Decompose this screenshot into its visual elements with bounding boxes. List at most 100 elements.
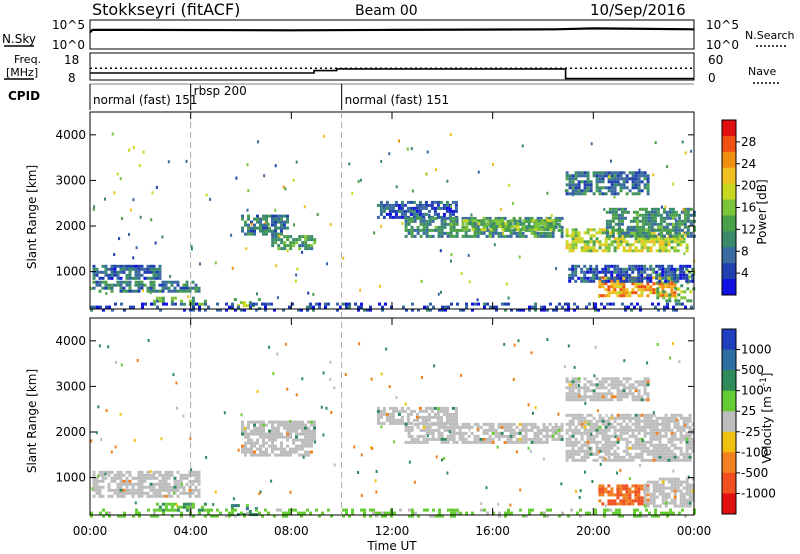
heatmap-cell bbox=[673, 267, 677, 271]
heatmap-cell bbox=[191, 286, 195, 290]
heatmap-cell bbox=[655, 455, 659, 459]
heatmap-cell bbox=[619, 428, 623, 432]
heatmap-cell bbox=[394, 200, 398, 204]
heatmap-cell bbox=[247, 438, 250, 442]
heatmap-cell bbox=[607, 455, 611, 459]
heatmap-cell bbox=[394, 215, 398, 219]
heatmap-cell bbox=[679, 483, 683, 487]
heatmap-cell bbox=[271, 432, 274, 436]
heatmap-cell bbox=[673, 437, 677, 441]
heatmap-cell bbox=[407, 219, 411, 223]
heatmap-cell bbox=[158, 289, 162, 293]
heatmap-cell bbox=[543, 228, 547, 232]
heatmap-cell bbox=[107, 345, 110, 349]
heatmap-cell bbox=[464, 437, 468, 441]
heatmap-cell bbox=[110, 488, 114, 492]
heatmap-cell bbox=[382, 421, 386, 425]
heatmap-cell bbox=[440, 437, 444, 441]
heatmap-cell bbox=[620, 219, 624, 223]
heatmap-cell bbox=[604, 452, 608, 456]
heatmap-cell bbox=[598, 490, 602, 494]
heatmap-cell bbox=[107, 473, 111, 477]
heatmap-cell bbox=[304, 235, 308, 239]
heatmap-cell bbox=[667, 422, 671, 426]
heatmap-cell bbox=[548, 231, 552, 235]
heatmap-cell bbox=[628, 455, 632, 459]
heatmap-cell bbox=[652, 240, 656, 244]
heatmap-cell bbox=[577, 377, 581, 381]
heatmap-cell bbox=[409, 412, 413, 416]
heatmap-cell bbox=[149, 488, 153, 492]
heatmap-cell bbox=[488, 219, 492, 223]
heatmap-cell bbox=[449, 225, 453, 229]
heatmap-cell bbox=[167, 508, 171, 512]
heatmap-cell bbox=[554, 428, 558, 432]
heatmap-cell bbox=[451, 412, 455, 416]
heatmap-cell bbox=[586, 279, 590, 283]
heatmap-cell bbox=[265, 441, 268, 445]
heatmap-cell bbox=[655, 458, 659, 462]
heatmap-cell bbox=[688, 428, 692, 432]
heatmap-cell bbox=[262, 214, 265, 218]
heatmap-cell bbox=[440, 231, 444, 235]
heatmap-cell bbox=[256, 420, 259, 424]
heatmap-cell bbox=[125, 485, 129, 489]
x-tick-label: 00:00 bbox=[73, 524, 108, 538]
heatmap-cell bbox=[170, 283, 174, 287]
heatmap-cell bbox=[685, 437, 689, 441]
heatmap-cell bbox=[241, 447, 244, 451]
heatmap-cell bbox=[601, 171, 605, 175]
heatmap-cell bbox=[268, 214, 271, 218]
heatmap-cell bbox=[620, 231, 624, 235]
heatmap-cell bbox=[649, 443, 653, 447]
heatmap-cell bbox=[598, 243, 602, 247]
heatmap-cell bbox=[509, 437, 513, 441]
heatmap-cell bbox=[449, 228, 453, 232]
heatmap-cell bbox=[146, 267, 150, 271]
heatmap-cell bbox=[571, 440, 575, 444]
heatmap-cell bbox=[592, 276, 596, 280]
heatmap-cell bbox=[613, 395, 617, 399]
heatmap-cell bbox=[691, 431, 695, 435]
heatmap-cell bbox=[637, 273, 641, 277]
heatmap-cell bbox=[438, 308, 441, 312]
heatmap-cell bbox=[643, 498, 647, 502]
heatmap-cell bbox=[637, 392, 641, 396]
heatmap-cell bbox=[655, 273, 659, 277]
heatmap-cell bbox=[257, 298, 261, 302]
heatmap-cell bbox=[461, 440, 465, 444]
heatmap-cell bbox=[107, 273, 111, 277]
heatmap-cell bbox=[691, 440, 695, 444]
heatmap-cell bbox=[652, 458, 656, 462]
heatmap-cell bbox=[685, 249, 689, 253]
heatmap-cell bbox=[165, 302, 168, 306]
heatmap-cell bbox=[119, 488, 123, 492]
heatmap-cell bbox=[161, 286, 165, 290]
heatmap-cell bbox=[244, 232, 247, 236]
heatmap-cell bbox=[679, 501, 683, 505]
heatmap-cell bbox=[634, 183, 638, 187]
heatmap-cell bbox=[155, 482, 159, 486]
heatmap-cell bbox=[557, 425, 561, 429]
heatmap-cell bbox=[499, 207, 502, 211]
heatmap-cell bbox=[641, 219, 645, 223]
heatmap-cell bbox=[197, 473, 201, 477]
heatmap-cell bbox=[289, 432, 292, 436]
heatmap-cell bbox=[607, 171, 611, 175]
heatmap-cell bbox=[170, 485, 174, 489]
heatmap-cell bbox=[322, 433, 325, 437]
heatmap-cell bbox=[574, 231, 578, 235]
heatmap-cell bbox=[274, 429, 277, 433]
heatmap-cell bbox=[247, 450, 250, 454]
heatmap-cell bbox=[635, 222, 639, 226]
heatmap-cell bbox=[640, 413, 644, 417]
heatmap-cell bbox=[613, 240, 617, 244]
heatmap-cell bbox=[616, 273, 620, 277]
heatmap-cell bbox=[649, 428, 653, 432]
heatmap-cell bbox=[452, 234, 456, 238]
heatmap-cell bbox=[592, 279, 596, 283]
heatmap-cell bbox=[491, 437, 495, 441]
heatmap-cell bbox=[369, 514, 372, 518]
heatmap-cell bbox=[158, 299, 162, 303]
heatmap-cell bbox=[670, 419, 674, 423]
